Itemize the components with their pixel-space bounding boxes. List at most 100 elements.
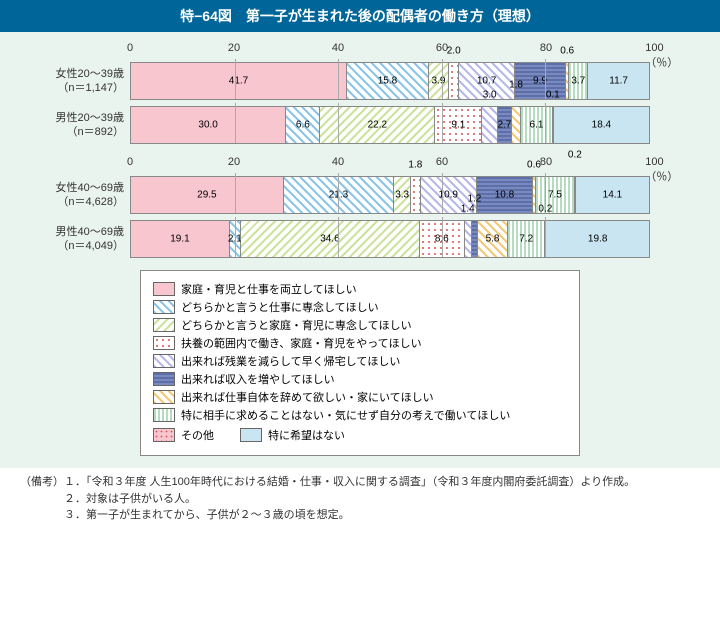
legend-label: その他 [181,427,214,443]
bar-segment: 3.7 [569,63,588,99]
legend-swatch [153,336,175,350]
chart-block: 020406080100（％）女性20〜39歳（n＝1,147）41.715.8… [30,42,690,144]
segment-value: 7.5 [548,190,562,201]
bar: 30.06.622.29.13.02.71.86.10.118.4 [130,106,650,144]
bar-segment: 1.4 [465,221,472,257]
note-text: ２．対象は子供がいる人。 [64,491,196,508]
bar-segment: 22.2 [320,107,435,143]
axis-tick: 80 [540,156,552,168]
legend-label: 扶養の範囲内で働き、家庭・育児をやってほしい [181,335,422,351]
segment-value: 10.8 [495,190,514,201]
bar-segment: 21.3 [284,177,394,213]
row-label: 男性40〜69歳（n＝4,049） [30,225,130,254]
bar-segment: 1.8 [512,107,521,143]
segment-value: 2.0 [447,46,461,57]
segment-value: 1.2 [467,194,481,205]
bar-segment: 6.1 [521,107,553,143]
axis-unit: 100（％） [645,156,678,184]
bar-segment: 19.8 [546,221,649,257]
segment-value: 6.1 [530,120,544,131]
segment-value: 14.1 [603,190,622,201]
axis-tick: 60 [436,156,448,168]
bar-segment: 6.6 [286,107,320,143]
note-text: ３．第一子が生まれてから、子供が２〜３歳の頃を想定。 [64,507,350,524]
segment-value: 22.2 [368,120,387,131]
legend-swatch [153,372,175,386]
segment-value: 2.7 [497,120,511,131]
bar-segment: 3.0 [482,107,498,143]
note-line: （備考）１．「令和３年度 人生100年時代における結婚・仕事・収入に関する調査」… [20,474,700,491]
segment-value: 11.7 [609,76,628,87]
bar: 41.715.83.92.010.79.90.63.711.7 [130,62,650,100]
legend-swatch [153,408,175,422]
legend-label: 出来れば仕事自体を辞めて欲しい・家にいてほしい [181,389,434,405]
bar-segment: 5.8 [478,221,508,257]
bar-segment: 3.9 [429,63,449,99]
segment-value: 10.9 [439,190,458,201]
legend-item: どちらかと言うと仕事に専念してほしい [153,299,567,315]
segment-value: 5.8 [486,234,500,245]
bar-segment: 9.1 [435,107,482,143]
chart-block: 020406080100（％）女性40〜69歳（n＝4,628）29.521.3… [30,156,690,258]
segment-value: 34.6 [320,234,339,245]
legend-item: 扶養の範囲内で働き、家庭・育児をやってほしい [153,335,567,351]
bar-segment: 1.8 [411,177,420,213]
bar-segment: 2.1 [230,221,241,257]
bar-row: 女性40〜69歳（n＝4,628）29.521.33.31.810.910.80… [30,176,690,214]
legend-item: その他 特に希望はない [153,425,567,445]
bar: 19.12.134.68.61.41.25.87.20.219.8 [130,220,650,258]
segment-value: 0.2 [568,150,582,161]
legend-item: 特に相手に求めることはない・気にせず自分の考えで働いてほしい [153,407,567,423]
segment-value: 0.6 [560,46,574,57]
note-line: ３．第一子が生まれてから、子供が２〜３歳の頃を想定。 [20,507,700,524]
legend-swatch [153,300,175,314]
legend-item: 出来れば残業を減らして早く帰宅してほしい [153,353,567,369]
bar-segment: 18.4 [554,107,649,143]
segment-value: 29.5 [197,190,216,201]
legend-swatch [240,428,262,442]
segment-value: 9.1 [451,120,465,131]
row-label: 女性40〜69歳（n＝4,628） [30,181,130,210]
legend-swatch [153,282,175,296]
segment-value: 10.7 [477,76,496,87]
axis-tick: 20 [228,156,240,168]
bar-segment: 7.2 [508,221,545,257]
bar-segment: 30.0 [131,107,286,143]
axis-tick: 40 [332,156,344,168]
segment-value: 21.3 [329,190,348,201]
note-label [20,491,64,508]
axis-unit: 100（％） [645,42,678,70]
segment-value: 9.9 [533,76,547,87]
axis-tick: 0 [127,42,133,54]
bar-segment: 3.3 [394,177,411,213]
legend-label: 特に希望はない [268,427,345,443]
segment-value: 3.3 [395,190,409,201]
legend-swatch [153,428,175,442]
segment-value: 3.9 [431,76,445,87]
legend: 家庭・育児と仕事を両立してほしいどちらかと言うと仕事に専念してほしいどちらかと言… [140,270,580,456]
bar-row: 女性20〜39歳（n＝1,147）41.715.83.92.010.79.90.… [30,62,690,100]
segment-value: 1.8 [509,80,523,91]
bar-row: 男性40〜69歳（n＝4,049）19.12.134.68.61.41.25.8… [30,220,690,258]
legend-swatch [153,390,175,404]
bar-segment: 11.7 [588,63,649,99]
legend-item: 出来れば収入を増やしてほしい [153,371,567,387]
segment-value: 3.7 [571,76,585,87]
segment-value: 1.4 [461,204,475,215]
legend-label: 出来れば収入を増やしてほしい [181,371,335,387]
segment-value: 19.8 [588,234,607,245]
bar-row: 男性20〜39歳（n＝892）30.06.622.29.13.02.71.86.… [30,106,690,144]
bar: 29.521.33.31.810.910.80.67.50.214.1 [130,176,650,214]
bar-segment: 15.8 [347,63,429,99]
segment-value: 1.8 [408,160,422,171]
axis-tick: 40 [332,42,344,54]
note-label: （備考） [20,474,64,491]
segment-value: 8.6 [435,234,449,245]
segment-value: 41.7 [229,76,248,87]
bar-segment: 34.6 [241,221,420,257]
legend-label: どちらかと言うと家庭・育児に専念してほしい [181,317,412,333]
segment-value: 7.2 [519,234,533,245]
figure-title: 特−64図 第一子が生まれた後の配偶者の働き方（理想） [0,0,720,32]
legend-swatch [153,318,175,332]
bar-segment: 19.1 [131,221,230,257]
